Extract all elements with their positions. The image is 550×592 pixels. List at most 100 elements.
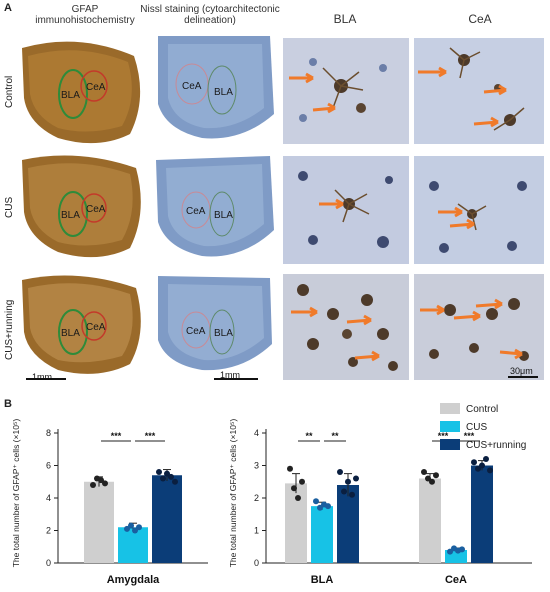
- data-point: [313, 498, 319, 505]
- panel-a-letter: A: [4, 2, 12, 14]
- chart2-category-label-bla: BLA: [311, 574, 334, 586]
- significance-label: **: [331, 431, 339, 441]
- legend-label-cus-running: CUS+running: [466, 440, 526, 451]
- data-point: [471, 459, 477, 466]
- data-point: [341, 488, 347, 495]
- svg-text:CeA: CeA: [86, 322, 106, 333]
- data-point: [447, 548, 453, 555]
- micro-cea-cus: [414, 156, 544, 264]
- chart1-category-label: Amygdala: [107, 574, 160, 586]
- y-tick-label: 3: [254, 461, 259, 471]
- legend-swatch-cus: [440, 421, 460, 432]
- data-point: [172, 478, 178, 485]
- data-point: [459, 546, 465, 553]
- region-label-cea: CeA: [86, 82, 106, 93]
- data-point: [337, 469, 343, 475]
- region-label-bla: BLA: [61, 90, 80, 101]
- row-label-cus: CUS: [4, 196, 15, 218]
- scale-label-gfap: 1mm: [32, 372, 52, 382]
- row-label-control: Control: [4, 75, 15, 108]
- panel-b-letter: B: [4, 398, 12, 410]
- data-point: [291, 485, 297, 492]
- legend-label-control: Control: [466, 404, 498, 415]
- significance-label: ***: [438, 431, 449, 441]
- gfap-image-cus-running: BLA CeA: [18, 272, 148, 378]
- data-point: [349, 491, 355, 498]
- data-point: [475, 465, 481, 472]
- y-tick-label: 1: [254, 526, 259, 536]
- data-point: [317, 504, 323, 511]
- significance-label: ***: [464, 431, 475, 441]
- gfap-image-control: BLA CeA: [18, 38, 148, 146]
- bar-cus-running: [152, 475, 182, 563]
- legend-swatch-control: [440, 403, 460, 414]
- data-point: [168, 473, 174, 480]
- svg-text:BLA: BLA: [214, 328, 233, 339]
- svg-text:BLA: BLA: [214, 87, 233, 98]
- data-point: [132, 527, 138, 534]
- y-tick-label: 0: [46, 558, 51, 568]
- svg-text:BLA: BLA: [61, 210, 80, 221]
- column-header-gfap: GFAP immunohistochemistry: [35, 4, 135, 26]
- scale-bar-micro: [508, 376, 538, 378]
- micro-bla-cus-running: [283, 274, 409, 380]
- y-tick-label: 4: [254, 428, 259, 438]
- svg-text:BLA: BLA: [61, 328, 80, 339]
- data-point: [487, 467, 493, 474]
- scale-bar-gfap: [26, 378, 66, 380]
- chart1-y-axis-label: The total number of GFAP⁺ cells (×10⁵): [11, 419, 21, 568]
- chart-amygdala: The total number of GFAP⁺ cells (×10⁵) A…: [11, 419, 208, 586]
- y-tick-label: 8: [46, 428, 51, 438]
- data-point: [479, 462, 485, 469]
- legend: Control CUS CUS+running: [440, 403, 526, 451]
- micro-cea-control: [414, 38, 544, 144]
- data-point: [102, 480, 108, 487]
- column-header-nissl: Nissl staining (cytoarchitectonic deline…: [140, 4, 280, 26]
- y-tick-label: 2: [254, 493, 259, 503]
- scale-label-micro: 30μm: [510, 366, 533, 376]
- svg-text:CeA: CeA: [182, 81, 202, 92]
- nissl-image-control: CeA BLA: [152, 34, 277, 146]
- bar-control: [84, 481, 114, 563]
- data-point: [295, 495, 301, 501]
- data-point: [136, 524, 142, 531]
- y-tick-label: 4: [46, 493, 51, 503]
- data-point: [433, 472, 439, 479]
- significance-label: ***: [111, 431, 122, 441]
- nissl-image-cus: CeA BLA: [152, 152, 277, 264]
- data-point: [345, 478, 351, 485]
- legend-label-cus: CUS: [466, 422, 487, 433]
- scale-label-nissl: 1mm: [220, 370, 240, 380]
- micro-cea-cus-running: [414, 274, 544, 380]
- bar-cus-running: [337, 485, 359, 563]
- data-point: [98, 477, 104, 484]
- bar-cus-running: [471, 465, 493, 563]
- data-point: [90, 482, 96, 488]
- legend-swatch-cus-running: [440, 439, 460, 450]
- svg-text:BLA: BLA: [214, 210, 233, 221]
- data-point: [164, 470, 170, 477]
- y-tick-label: 0: [254, 558, 259, 568]
- data-point: [287, 465, 293, 472]
- panel-b-charts: The total number of GFAP⁺ cells (×10⁵) A…: [11, 403, 532, 586]
- data-point: [353, 475, 359, 482]
- data-point: [429, 478, 435, 485]
- data-point: [299, 478, 305, 485]
- column-header-bla: BLA: [333, 12, 357, 26]
- data-point: [160, 475, 166, 482]
- y-tick-label: 2: [46, 526, 51, 536]
- micro-bla-cus: [283, 156, 409, 264]
- micro-bla-control: [283, 38, 409, 144]
- data-point: [425, 475, 431, 482]
- chart2-category-label-cea: CeA: [445, 574, 467, 586]
- chart2-y-axis-label: The total number of GFAP⁺ cells (×10⁵): [228, 419, 238, 568]
- data-point: [124, 525, 130, 532]
- bar-control: [419, 478, 441, 563]
- scale-bar-nissl: [214, 378, 258, 380]
- data-point: [421, 469, 427, 475]
- data-point: [128, 522, 134, 529]
- bar-cus: [311, 506, 333, 563]
- row-label-cus-running: CUS+running: [4, 299, 15, 360]
- svg-text:CeA: CeA: [186, 326, 206, 337]
- column-header-cea: CeA: [468, 12, 492, 26]
